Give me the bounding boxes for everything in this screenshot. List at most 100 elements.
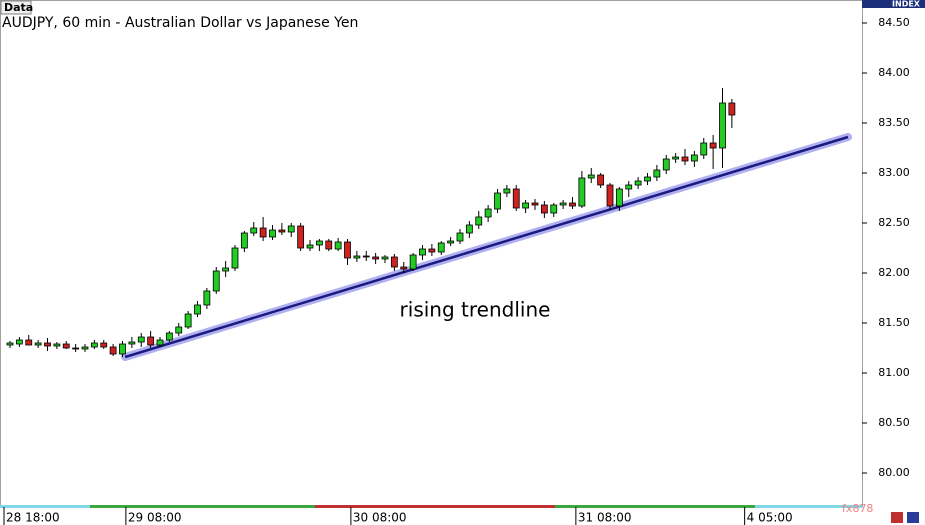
x-tick-label: 31 08:00 xyxy=(578,511,632,525)
candle-body xyxy=(719,102,726,149)
candle-body xyxy=(578,177,586,207)
candle-body xyxy=(203,290,211,306)
candle-body xyxy=(390,256,398,268)
candle-body xyxy=(34,342,42,346)
session-bar xyxy=(315,505,555,508)
session-bar xyxy=(555,505,755,508)
candle-body xyxy=(175,326,183,334)
candle-body xyxy=(531,202,539,206)
candle-body xyxy=(184,313,192,328)
data-label[interactable]: Data xyxy=(4,1,33,14)
candle-body xyxy=(681,156,689,162)
data-button[interactable] xyxy=(0,0,32,15)
candle-body xyxy=(437,242,445,253)
candle-body xyxy=(587,174,595,179)
candle-body xyxy=(334,241,342,250)
candle-body xyxy=(512,188,520,209)
candle-body xyxy=(128,341,136,345)
candle-body xyxy=(25,339,33,346)
candle-body xyxy=(503,188,511,194)
candle-body xyxy=(728,102,736,116)
axis-header-bg xyxy=(862,0,925,8)
candle-body xyxy=(409,254,417,270)
candle-body xyxy=(90,342,98,348)
candle-body xyxy=(259,227,267,238)
candle-body xyxy=(381,256,389,260)
candle-body xyxy=(287,225,295,233)
icon[interactable] xyxy=(891,512,903,523)
candle-body xyxy=(212,270,220,292)
candle-body xyxy=(484,208,492,218)
candle-body xyxy=(231,247,239,269)
candle-body xyxy=(690,154,698,162)
candle-body xyxy=(494,192,501,210)
candle-body xyxy=(269,229,276,238)
candle-body xyxy=(672,156,680,160)
candle-body xyxy=(62,343,70,349)
candle-body xyxy=(81,346,89,350)
watermark: fx878 xyxy=(842,502,873,515)
candle-body xyxy=(569,202,576,207)
session-bar xyxy=(90,505,315,508)
candle-body xyxy=(353,255,361,259)
candle-body xyxy=(625,184,633,190)
candle-body xyxy=(222,267,230,272)
candle-body xyxy=(194,304,201,315)
y-tick-label: 81.00 xyxy=(878,366,910,379)
candle-body xyxy=(315,240,323,246)
candle-body xyxy=(119,343,126,355)
candle-body xyxy=(428,248,436,253)
candle-body xyxy=(306,244,314,249)
candle-body xyxy=(240,232,248,249)
candle-body xyxy=(100,342,108,348)
candle-body xyxy=(165,332,173,341)
candle-body xyxy=(709,142,717,149)
y-tick-label: 84.00 xyxy=(878,66,910,79)
x-tick-label: 30 08:00 xyxy=(353,511,407,525)
candle-body xyxy=(147,336,155,346)
y-tick-label: 80.50 xyxy=(878,416,910,429)
candle-body xyxy=(700,142,708,156)
candle-body xyxy=(662,158,670,171)
candle-body xyxy=(465,224,473,234)
candle-body xyxy=(540,204,548,214)
candle-body xyxy=(456,232,464,242)
chart-title: AUDJPY, 60 min - Australian Dollar vs Ja… xyxy=(2,15,358,31)
candle-body xyxy=(615,188,623,207)
candle-body xyxy=(53,343,61,347)
y-tick-label: 83.00 xyxy=(878,166,910,179)
candle-body xyxy=(44,342,51,347)
candle-body xyxy=(156,339,164,346)
y-tick-label: 81.50 xyxy=(878,316,910,329)
candle-body xyxy=(644,176,651,182)
candle-body xyxy=(109,346,117,355)
y-tick-label: 84.50 xyxy=(878,16,910,29)
candle-body xyxy=(419,248,426,256)
candle-body xyxy=(653,169,661,178)
candle-body xyxy=(278,229,286,233)
candle-body xyxy=(372,256,380,260)
candle-body xyxy=(362,255,370,258)
candle-body xyxy=(297,225,305,249)
candle-body xyxy=(137,336,145,343)
candle-body xyxy=(522,202,530,209)
candle-body xyxy=(6,342,14,346)
candle-body xyxy=(72,347,80,350)
annotation: rising trendline xyxy=(400,298,551,322)
y-tick-label: 80.00 xyxy=(878,466,910,479)
candle-body xyxy=(325,240,333,250)
x-tick-label: 29 08:00 xyxy=(128,511,182,525)
icon[interactable] xyxy=(907,512,919,523)
y-tick-label: 82.00 xyxy=(878,266,910,279)
x-tick-label: 28 18:00 xyxy=(6,511,60,525)
x-tick-label: 4 05:00 xyxy=(747,511,793,525)
candle-body xyxy=(559,202,567,206)
candle-body xyxy=(475,216,483,226)
candle-body xyxy=(606,184,614,207)
y-tick-label: 83.50 xyxy=(878,116,910,129)
axis-title: INDEX xyxy=(892,0,921,9)
candle-body xyxy=(400,266,408,270)
candle-body xyxy=(597,174,605,186)
trendline xyxy=(124,135,849,359)
